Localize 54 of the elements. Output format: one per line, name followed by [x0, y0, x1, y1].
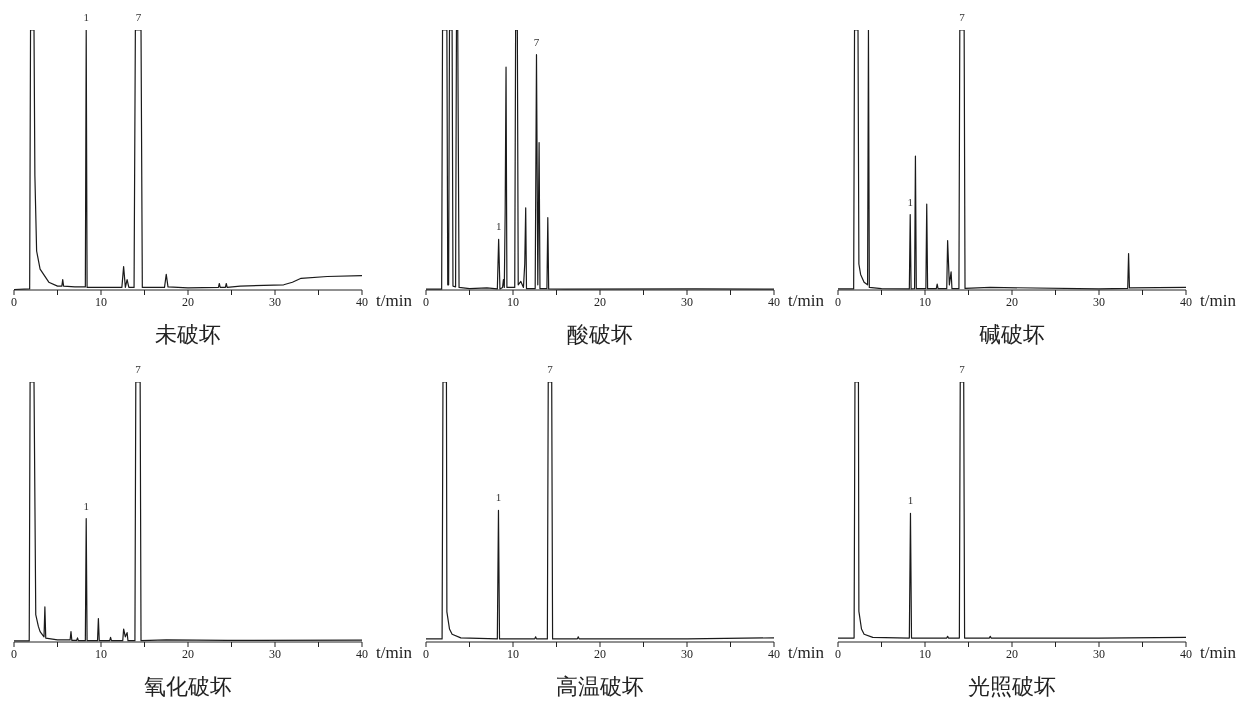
annotation: 7: [533, 35, 540, 48]
x-axis-title: t/min: [788, 643, 825, 663]
x-tick-label: 40: [1180, 646, 1192, 661]
text: 酸破坏: [566, 321, 634, 349]
x-tick-label: 30: [681, 646, 693, 661]
text: 碱破坏: [978, 321, 1046, 349]
x-tick-label: 0: [835, 646, 841, 661]
annotation: 7: [547, 363, 554, 375]
annotation: 1: [495, 491, 502, 504]
annotation: 1: [907, 494, 914, 507]
text: 氧化破坏: [143, 673, 233, 701]
x-tick-label: 20: [1006, 294, 1018, 309]
x-tick-label: 10: [507, 294, 519, 309]
x-tick-label: 0: [423, 294, 429, 309]
x-tick-label: 10: [919, 294, 931, 309]
x-tick-label: 20: [594, 646, 606, 661]
x-tick-label: 20: [182, 646, 194, 661]
x-tick-label: 40: [356, 294, 368, 309]
x-axis-title: t/min: [788, 291, 825, 311]
x-tick-label: 20: [594, 294, 606, 309]
x-tick-label: 30: [269, 646, 281, 661]
x-tick-label: 10: [95, 294, 107, 309]
x-tick-label: 0: [11, 294, 17, 309]
x-tick-label: 30: [269, 294, 281, 309]
annotation: 7: [959, 363, 966, 375]
annotation: 1: [83, 11, 89, 23]
x-axis-title: t/min: [1200, 291, 1237, 311]
annotation: 1: [907, 195, 913, 208]
x-tick-label: 40: [768, 294, 780, 309]
x-tick-label: 20: [1006, 646, 1018, 661]
x-tick-label: 20: [182, 294, 194, 309]
x-axis-title: t/min: [1200, 643, 1237, 663]
x-tick-label: 10: [95, 646, 107, 661]
annotation: 7: [135, 363, 142, 375]
x-tick-label: 30: [1093, 294, 1105, 309]
x-tick-label: 10: [919, 646, 931, 661]
x-tick-label: 30: [681, 294, 693, 309]
x-tick-label: 30: [1093, 646, 1105, 661]
x-axis-title: t/min: [376, 291, 413, 311]
annotation: 7: [135, 11, 142, 23]
annotation: 1: [83, 499, 89, 512]
x-tick-label: 0: [11, 646, 17, 661]
x-tick-label: 40: [1180, 294, 1192, 309]
text: 光照破坏: [967, 673, 1057, 701]
x-tick-label: 40: [768, 646, 780, 661]
text: 高温破坏: [555, 673, 645, 701]
x-axis-title: t/min: [376, 643, 413, 663]
annotation: 1: [495, 220, 502, 233]
x-tick-label: 0: [835, 294, 841, 309]
x-tick-label: 10: [507, 646, 519, 661]
x-tick-label: 0: [423, 646, 429, 661]
x-tick-label: 40: [356, 646, 368, 661]
text: 未破坏: [154, 321, 222, 349]
annotation: 7: [959, 11, 966, 23]
